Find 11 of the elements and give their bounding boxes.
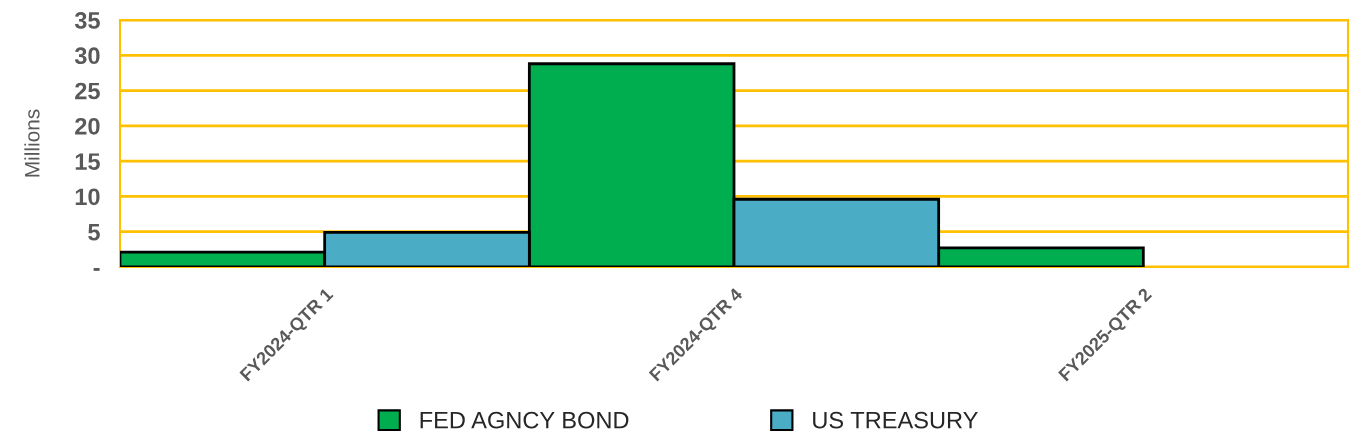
- legend-label: US TREASURY: [813, 411, 978, 429]
- y-tick-label: 15: [75, 153, 100, 170]
- y-tick-label: 5: [88, 224, 100, 241]
- y-tick-label: -: [93, 268, 100, 271]
- y-tick-label: 30: [74, 47, 100, 65]
- y-tick-label: 35: [74, 12, 100, 29]
- y-tick-label: 25: [75, 82, 100, 100]
- y-axis-title: Millions: [24, 109, 40, 177]
- legend-label: FED AGNCY BOND: [420, 411, 629, 429]
- y-tick-label: 10: [75, 188, 100, 206]
- y-tick-label: 20: [75, 117, 100, 135]
